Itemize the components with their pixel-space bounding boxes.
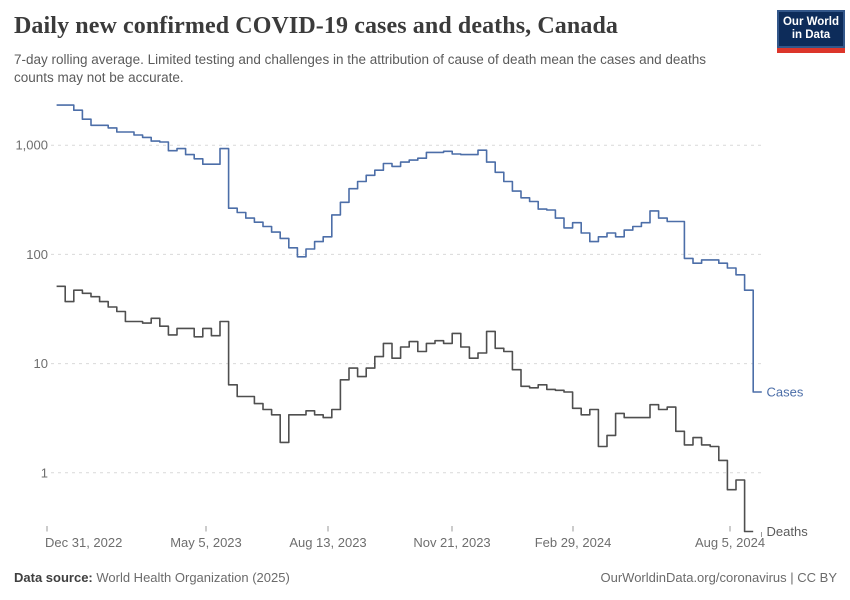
data-source-label: Data source:: [14, 570, 93, 585]
x-tick-label: Nov 21, 2023: [413, 535, 490, 550]
owid-logo: Our World in Data: [777, 10, 845, 48]
deaths-line: [56, 285, 754, 533]
data-source-value: World Health Organization (2025): [92, 570, 290, 585]
attribution: OurWorldinData.org/coronavirus | CC BY: [600, 570, 837, 585]
y-tick-label: 1: [41, 465, 48, 480]
cases-line: [56, 104, 762, 393]
y-tick-label: 10: [34, 356, 48, 371]
x-tick-label: Aug 5, 2024: [695, 535, 765, 550]
owid-logo-line1: Our World: [782, 16, 839, 28]
y-tick-label: 1,000: [15, 138, 48, 153]
x-tick-label: Dec 31, 2022: [45, 535, 122, 550]
data-source: Data source: World Health Organization (…: [14, 570, 290, 585]
y-tick-label: 100: [26, 247, 48, 262]
owid-logo-red-bar: [777, 48, 845, 53]
chart-title: Daily new confirmed COVID-19 cases and d…: [14, 13, 618, 39]
x-tick-label: Feb 29, 2024: [535, 535, 612, 550]
chart-subtitle: 7-day rolling average. Limited testing a…: [14, 52, 706, 85]
owid-logo-line2: in Data: [791, 29, 831, 41]
x-tick-label: May 5, 2023: [170, 535, 242, 550]
deaths-label: Deaths: [767, 524, 809, 539]
cases-label: Cases: [767, 384, 804, 399]
x-tick-label: Aug 13, 2023: [289, 535, 366, 550]
